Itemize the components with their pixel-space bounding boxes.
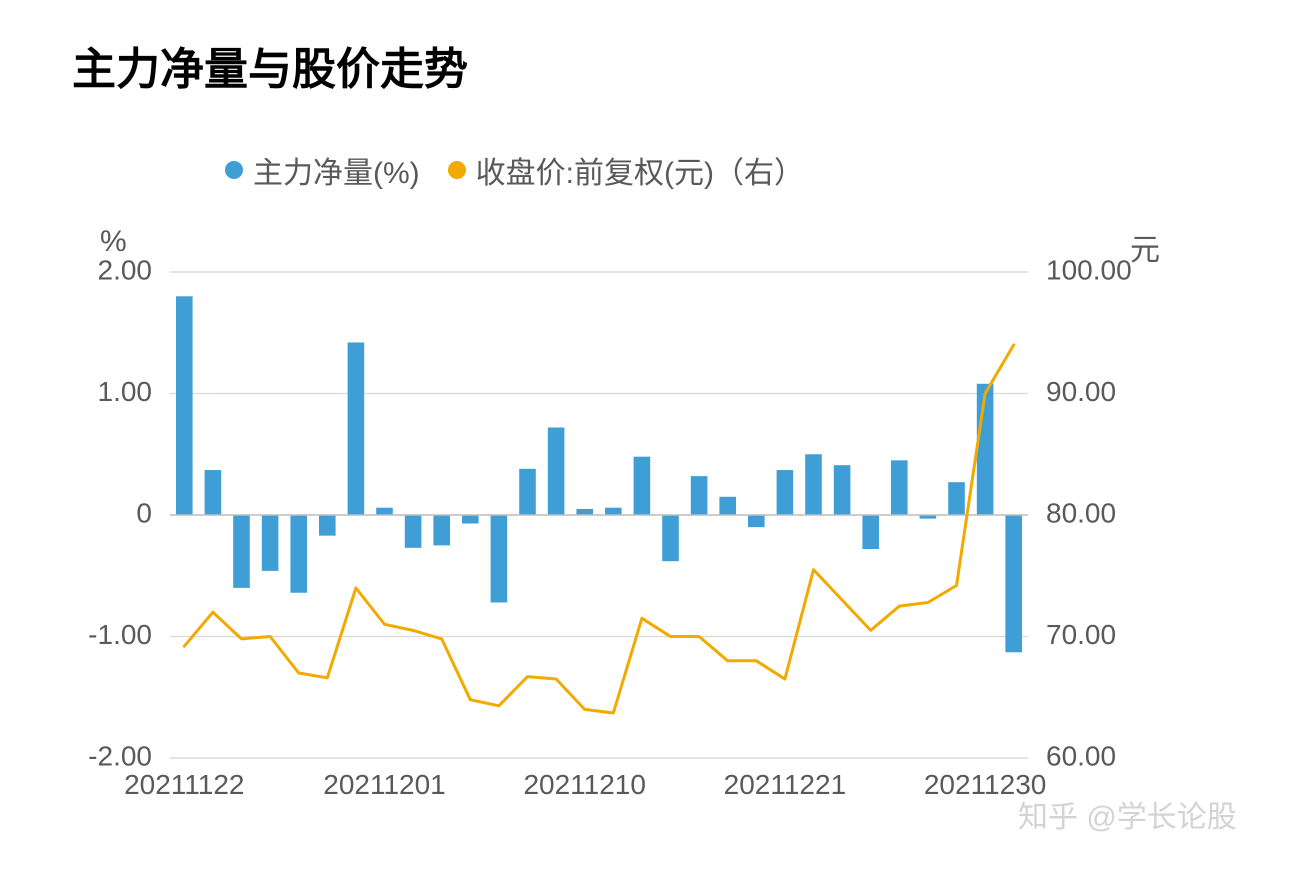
svg-text:0: 0 [136,497,152,528]
svg-text:20211230: 20211230 [924,769,1047,800]
svg-text:20211122: 20211122 [124,769,244,800]
svg-text:80.00: 80.00 [1046,497,1116,528]
svg-text:-1.00: -1.00 [88,619,152,650]
svg-text:1.00: 1.00 [98,376,153,407]
svg-text:2.00: 2.00 [98,254,153,285]
chart-plot: 2.00 1.00 0 -1.00 -2.00 100.00 90.00 80.00 70.00… [0,0,1297,871]
svg-text:60.00: 60.00 [1046,740,1116,771]
svg-text:100.00: 100.00 [1046,254,1132,285]
svg-text:-2.00: -2.00 [88,740,152,771]
svg-text:90.00: 90.00 [1046,376,1116,407]
svg-text:20211201: 20211201 [323,769,446,800]
svg-text:20211210: 20211210 [523,769,646,800]
svg-text:70.00: 70.00 [1046,619,1116,650]
svg-text:20211221: 20211221 [724,769,847,800]
